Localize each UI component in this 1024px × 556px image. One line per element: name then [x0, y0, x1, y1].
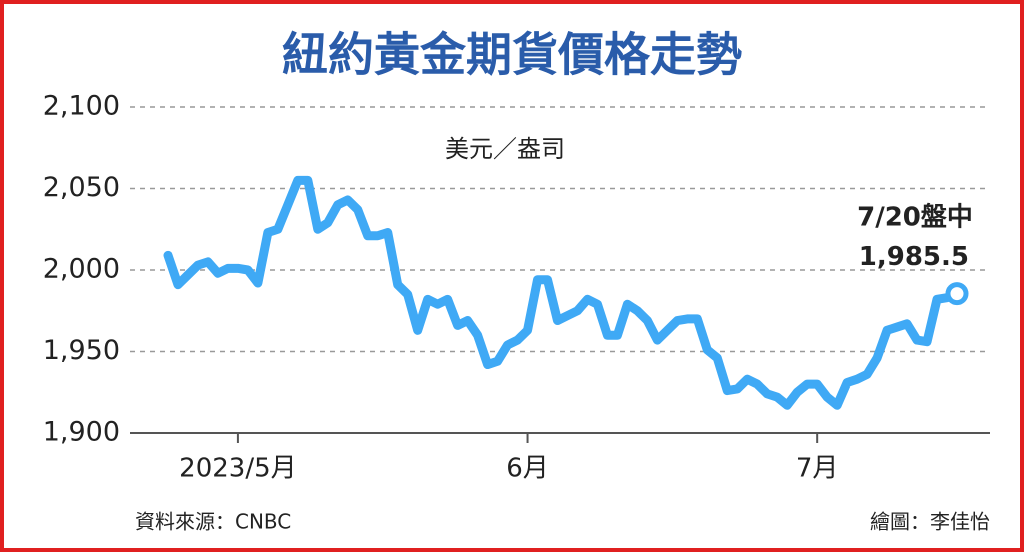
chart-title: 紐約黃金期貨價格走勢: [282, 28, 742, 82]
source: 資料來源：CNBC: [135, 510, 291, 534]
x-tick-label: 7月: [796, 454, 839, 484]
x-tick-label: 2023/5月: [179, 454, 296, 484]
y-tick-label: 1,900: [43, 417, 120, 448]
y-tick-label: 1,950: [43, 335, 120, 366]
y-tick-label: 2,050: [43, 172, 120, 203]
y-tick-label: 2,000: [43, 254, 120, 285]
end-point: [945, 282, 969, 306]
y-tick-label: 2,100: [43, 91, 120, 122]
x-tick-label: 6月: [506, 454, 549, 484]
value-label: 1,985.5: [859, 242, 969, 272]
annotation: 7/20盤中: [857, 203, 973, 233]
y-unit-label: 美元／盎司: [445, 135, 565, 163]
price-line: [163, 175, 962, 410]
credit: 繪圖：李佳怡: [870, 510, 990, 534]
